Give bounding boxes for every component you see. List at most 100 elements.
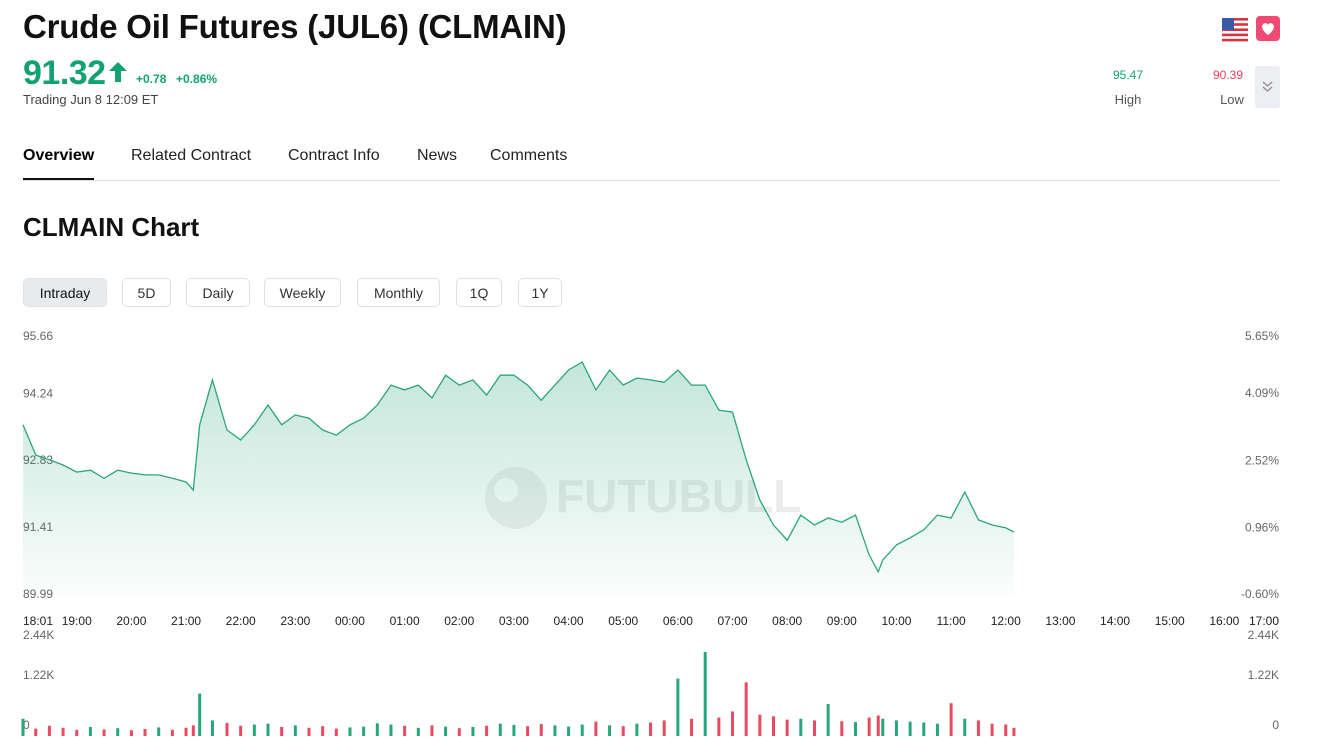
- volume-bar: [239, 725, 243, 736]
- volume-bar: [403, 725, 407, 736]
- y2-tick-label: 5.65%: [1245, 329, 1279, 343]
- tab[interactable]: Contract Info: [288, 147, 380, 164]
- period-button[interactable]: Weekly: [264, 278, 341, 307]
- page-title: Crude Oil Futures (JUL6) (CLMAIN): [23, 8, 567, 45]
- volume-bar: [293, 725, 297, 736]
- period-button[interactable]: Daily: [186, 278, 250, 307]
- volume-bar: [210, 720, 214, 736]
- x-tick-label: 11:00: [937, 614, 966, 628]
- volume-bar: [976, 720, 980, 736]
- volume-bar: [731, 711, 735, 736]
- volume-bar: [61, 727, 65, 736]
- volume-bar: [157, 727, 161, 736]
- trading-status: Trading Jun 8 12:09 ET: [23, 92, 159, 107]
- volume-tick-label: 2.44K: [1248, 628, 1279, 642]
- volume-bar: [225, 722, 229, 736]
- volume-bar: [47, 725, 51, 736]
- tab[interactable]: News: [417, 147, 458, 164]
- tab[interactable]: Overview: [23, 147, 95, 180]
- volume-bar: [526, 726, 530, 736]
- volume-bar: [826, 704, 830, 736]
- volume-bar: [416, 727, 420, 736]
- volume-bar: [935, 723, 939, 736]
- volume-bar: [485, 725, 489, 736]
- volume-bar: [567, 726, 571, 736]
- volume-bar: [129, 730, 133, 736]
- y-tick-label: 95.66: [23, 329, 53, 343]
- volume-bar: [471, 726, 475, 736]
- x-tick-label: 10:00: [881, 614, 911, 628]
- y2-tick-label: 4.09%: [1245, 386, 1279, 400]
- volume-bar: [389, 724, 393, 736]
- chart: FUTUBULL 95.6694.2492.8391.4189.995.65%4…: [21, 329, 1279, 736]
- x-tick-label: 18:01: [23, 614, 53, 628]
- volume-bar: [867, 717, 871, 736]
- tab[interactable]: Comments: [490, 147, 568, 164]
- volume-bar: [922, 722, 926, 736]
- volume-bar: [539, 724, 543, 736]
- volume-bar: [881, 718, 885, 736]
- volume-bar: [621, 726, 625, 736]
- volume-bar: [1012, 727, 1016, 736]
- volume-bar: [334, 728, 338, 736]
- volume-bar: [498, 723, 502, 736]
- x-tick-label: 04:00: [554, 614, 584, 628]
- x-tick-label: 13:00: [1045, 614, 1075, 628]
- price-change-percent: +0.86%: [176, 72, 218, 86]
- volume-tick-label: 2.44K: [23, 628, 54, 642]
- volume-bar: [635, 723, 639, 736]
- volume-bar: [444, 726, 448, 736]
- chevron-icon: [1262, 81, 1273, 92]
- volume-bar: [21, 718, 25, 736]
- x-tick-label: 19:00: [62, 614, 92, 628]
- period-button[interactable]: 5D: [122, 278, 171, 307]
- expand-button[interactable]: [1255, 66, 1280, 108]
- volume-bar: [990, 723, 994, 736]
- x-tick-label: 07:00: [718, 614, 748, 628]
- period-button[interactable]: Intraday: [23, 278, 107, 307]
- volume-tick-label: 1.22K: [23, 668, 54, 682]
- x-tick-label: 15:00: [1155, 614, 1185, 628]
- favorite-button[interactable]: [1256, 16, 1280, 41]
- price-change: +0.78: [136, 72, 167, 86]
- volume-bar: [512, 724, 516, 736]
- high-value: 95.47: [1112, 68, 1144, 82]
- volume-bar: [703, 651, 707, 736]
- volume-bar: [580, 724, 584, 736]
- high-label: High: [1114, 92, 1142, 107]
- volume-bar: [116, 728, 120, 736]
- x-tick-label: 01:00: [390, 614, 420, 628]
- volume-bar: [348, 727, 352, 736]
- x-tick-label: 03:00: [499, 614, 529, 628]
- volume-bar: [191, 725, 195, 736]
- volume-bar: [812, 720, 816, 736]
- x-tick-label: 09:00: [827, 614, 857, 628]
- up-arrow-icon: [109, 62, 127, 82]
- volume-bar: [375, 723, 379, 736]
- volume-bar: [553, 725, 557, 736]
- volume-bar: [280, 726, 284, 736]
- volume-bar: [963, 718, 967, 736]
- tab[interactable]: Related Contract: [131, 147, 252, 164]
- volume-bar: [649, 722, 653, 736]
- x-tick-label: 16:00: [1209, 614, 1239, 628]
- tab-bar: Overview Related Contract Contract Info …: [23, 145, 1280, 181]
- volume-bar: [1004, 724, 1008, 736]
- price-area: [23, 362, 1014, 595]
- x-tick-label: 12:00: [991, 614, 1021, 628]
- period-button[interactable]: Monthly: [357, 278, 440, 307]
- price-line: [22, 361, 1015, 574]
- y2-tick-label: 0.96%: [1245, 520, 1279, 534]
- period-button[interactable]: 1Y: [518, 278, 562, 307]
- volume-bar: [430, 725, 434, 736]
- volume-bar: [266, 723, 270, 736]
- volume-bar: [799, 718, 803, 736]
- volume-bar: [785, 719, 789, 736]
- x-tick-label: 23:00: [280, 614, 310, 628]
- volume-bar: [184, 727, 188, 736]
- x-tick-label: 00:00: [335, 614, 365, 628]
- us-flag-icon: [1222, 16, 1248, 42]
- volume-tick-label: 0: [1272, 718, 1279, 732]
- period-button[interactable]: 1Q: [456, 278, 502, 307]
